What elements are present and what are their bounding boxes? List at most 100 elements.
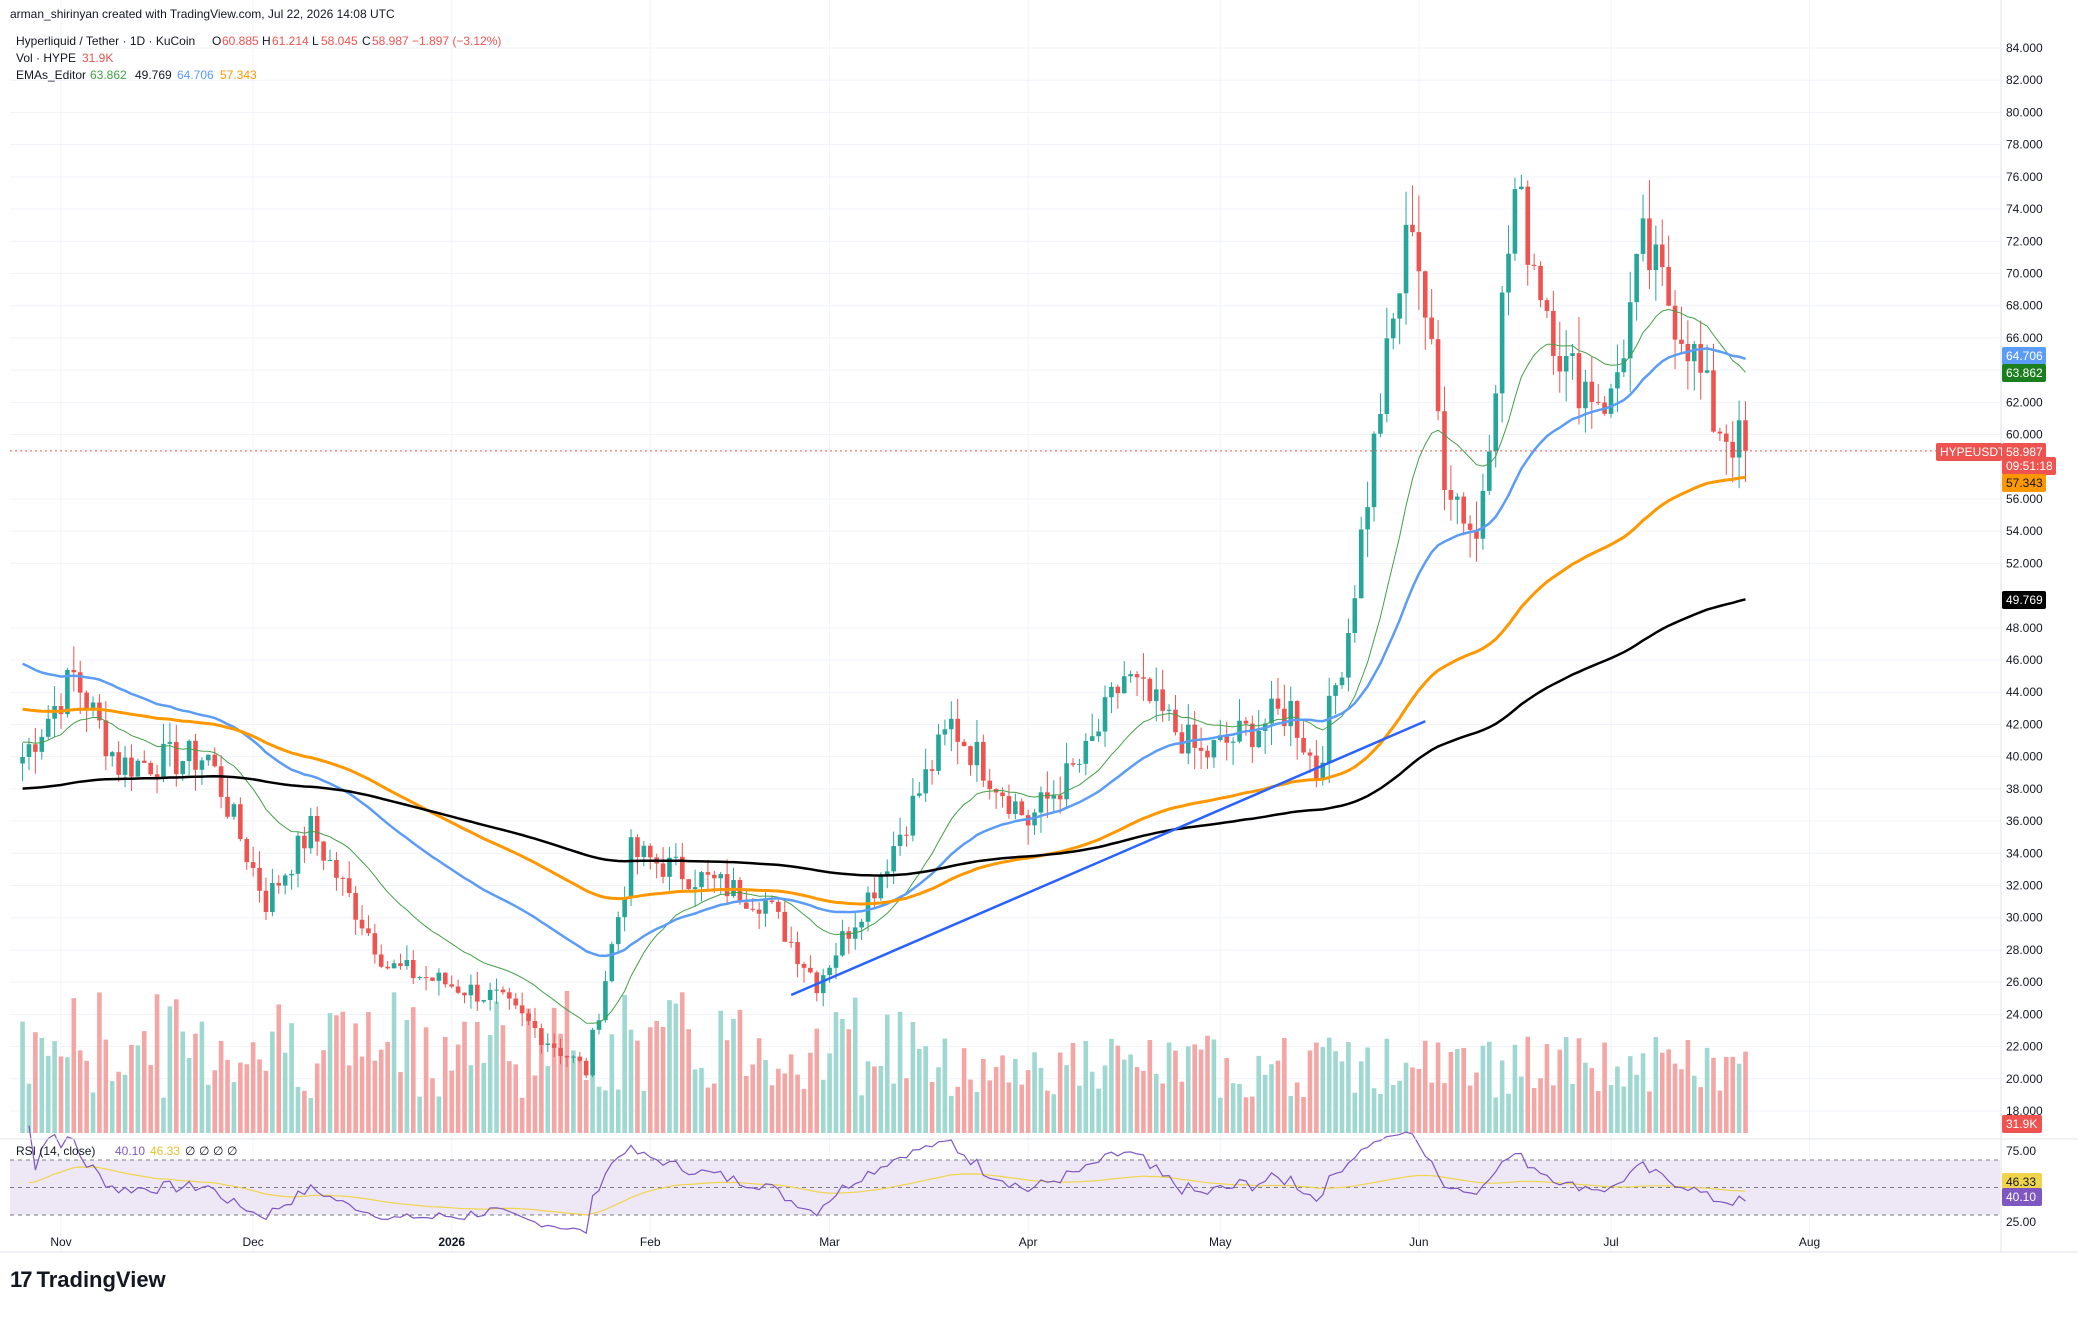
support-trendline[interactable]: [790, 720, 1426, 997]
candle-body: [116, 752, 121, 775]
volume-bar: [667, 1000, 672, 1133]
candle-body: [97, 702, 102, 721]
volume-bar: [1442, 1083, 1447, 1133]
volume-bar: [513, 1064, 519, 1133]
volume-bar: [1141, 1070, 1146, 1133]
volume-bar: [1185, 1046, 1191, 1133]
candle-body: [481, 1000, 487, 1002]
time-tick-label: May: [1209, 1235, 1232, 1249]
ema-title: EMAs_Editor: [16, 68, 86, 82]
price-tick-label: 54.000: [2006, 524, 2043, 538]
volume-bar: [981, 1058, 986, 1133]
volume-bar: [1057, 1052, 1063, 1133]
candle-body: [1230, 741, 1236, 743]
volume-bar: [1179, 1081, 1185, 1133]
volume-bar: [1333, 1051, 1338, 1133]
volume-bar: [308, 1097, 314, 1133]
volume-bar: [1013, 1058, 1018, 1133]
candle-body: [974, 741, 980, 766]
volume-bar: [955, 1086, 960, 1133]
candle-body: [1736, 420, 1742, 458]
candle-body: [673, 856, 679, 858]
volume-bar: [846, 1029, 852, 1133]
candle-body: [660, 863, 666, 877]
volume-bar: [385, 1041, 390, 1133]
price-tag: HYPEUSDT: [1936, 443, 2006, 461]
volume-bar: [1615, 1066, 1620, 1133]
candle-body: [872, 892, 877, 899]
volume-bar: [1672, 1063, 1678, 1133]
volume-bar: [1083, 1040, 1089, 1133]
candle-body: [948, 718, 954, 730]
volume-bar: [231, 1082, 237, 1133]
candle-body: [1019, 801, 1025, 816]
volume-bar: [250, 1042, 256, 1133]
candle-body: [769, 900, 775, 902]
ema-legend[interactable]: EMAs_Editor 63.862 49.769 64.706 57.343: [16, 68, 257, 82]
volume-bar: [1089, 1071, 1095, 1133]
rsi-empty-1: ∅: [185, 1144, 195, 1158]
candle-body: [1442, 411, 1447, 491]
candle-body: [206, 754, 211, 761]
volume-bar: [1358, 1061, 1364, 1133]
candle-body: [180, 761, 185, 775]
tradingview-brand[interactable]: 17 TradingView: [10, 1267, 166, 1293]
candle-body: [1205, 750, 1210, 758]
time-axis[interactable]: Nov Dec 2026 Feb Mar Apr May Jun Jul Aug: [50, 1235, 1820, 1249]
volume-bar: [295, 1086, 301, 1133]
volume-bar: [904, 1078, 909, 1133]
candle-body: [443, 972, 448, 985]
candle-body: [468, 984, 474, 996]
rsi-pane[interactable]: [10, 1125, 2001, 1235]
volume-bar: [1467, 1085, 1473, 1133]
price-tick-label: 40.000: [2006, 750, 2043, 764]
volume-bar: [359, 1056, 365, 1133]
candle-body: [1531, 264, 1537, 266]
candle-body: [1288, 700, 1294, 727]
candle-body: [507, 992, 512, 999]
volume-bar: [795, 1074, 800, 1133]
volume-title: Vol · HYPE: [16, 51, 76, 65]
volume-bar: [103, 1039, 109, 1133]
volume-legend[interactable]: Vol · HYPE 31.9K: [16, 51, 113, 65]
volume-bar: [699, 1067, 704, 1133]
volume-bar: [116, 1071, 121, 1133]
candle-body: [238, 804, 243, 840]
volume-bar: [808, 1052, 813, 1133]
rsi-title: RSI (14, close): [16, 1144, 95, 1158]
volume-bar: [378, 1049, 384, 1133]
candle-body: [1070, 763, 1076, 765]
volume-bar: [186, 1057, 192, 1133]
svg-text:64.706: 64.706: [2006, 349, 2043, 363]
volume-bar: [993, 1066, 999, 1133]
volume-bar: [1326, 1037, 1332, 1133]
volume-bar: [1282, 1038, 1287, 1133]
volume-bar: [654, 1020, 659, 1133]
price-axis[interactable]: 84.000 82.000 80.000 78.000 76.000 74.000 72.0…: [2006, 41, 2043, 1229]
candle-body: [1269, 698, 1274, 724]
volume-bar: [1211, 1039, 1217, 1133]
candle-body: [154, 774, 160, 779]
volume-bar: [1365, 1047, 1370, 1133]
volume-bar: [1237, 1084, 1242, 1133]
candle-body: [692, 887, 698, 890]
volume-bar: [161, 1097, 166, 1133]
candle-body: [833, 955, 839, 968]
candle-body: [679, 856, 685, 880]
rsi-value: 40.10: [115, 1144, 145, 1158]
symbol-legend[interactable]: Hyperliquid / Tether · 1D · KuCoin O 60.…: [16, 34, 501, 48]
volume-bar: [1147, 1039, 1153, 1133]
candle-body: [334, 860, 339, 878]
candle-body: [628, 837, 634, 898]
volume-bar: [346, 1065, 352, 1133]
candle-body: [897, 834, 903, 846]
rsi-ma-line: [28, 1166, 1746, 1216]
rsi-legend[interactable]: RSI (14, close) 40.10 46.33 ∅ ∅ ∅ ∅: [16, 1144, 237, 1158]
volume-bar: [244, 1064, 250, 1133]
volume-bar: [840, 1018, 845, 1133]
price-tag: 58.987: [2002, 443, 2046, 461]
volume-bar: [71, 998, 77, 1133]
volume-bar: [532, 1075, 538, 1133]
